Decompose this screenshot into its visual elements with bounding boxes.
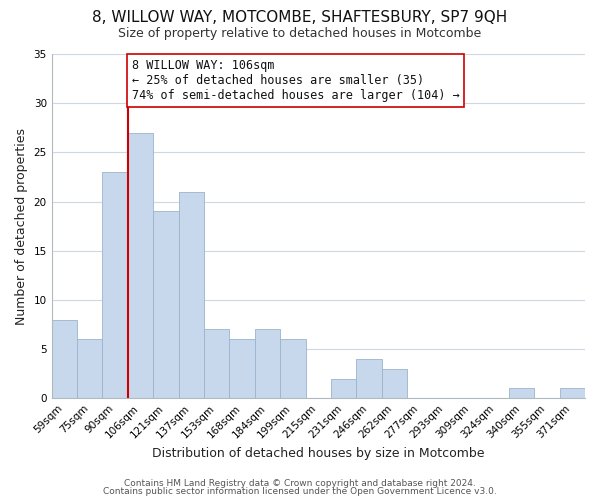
Bar [77,340,103,398]
Bar [229,340,255,398]
Text: Size of property relative to detached houses in Motcombe: Size of property relative to detached ho… [118,28,482,40]
Bar [560,388,585,398]
Bar [382,369,407,398]
Bar [52,320,77,398]
Y-axis label: Number of detached properties: Number of detached properties [15,128,28,324]
Bar [280,340,305,398]
Bar [103,172,128,398]
X-axis label: Distribution of detached houses by size in Motcombe: Distribution of detached houses by size … [152,447,485,460]
Bar [255,330,280,398]
Bar [356,359,382,399]
Text: 8 WILLOW WAY: 106sqm
← 25% of detached houses are smaller (35)
74% of semi-detac: 8 WILLOW WAY: 106sqm ← 25% of detached h… [131,59,460,102]
Text: Contains public sector information licensed under the Open Government Licence v3: Contains public sector information licen… [103,487,497,496]
Bar [179,192,204,398]
Text: 8, WILLOW WAY, MOTCOMBE, SHAFTESBURY, SP7 9QH: 8, WILLOW WAY, MOTCOMBE, SHAFTESBURY, SP… [92,10,508,25]
Bar [204,330,229,398]
Bar [331,378,356,398]
Bar [128,132,153,398]
Text: Contains HM Land Registry data © Crown copyright and database right 2024.: Contains HM Land Registry data © Crown c… [124,478,476,488]
Bar [153,212,179,398]
Bar [509,388,534,398]
